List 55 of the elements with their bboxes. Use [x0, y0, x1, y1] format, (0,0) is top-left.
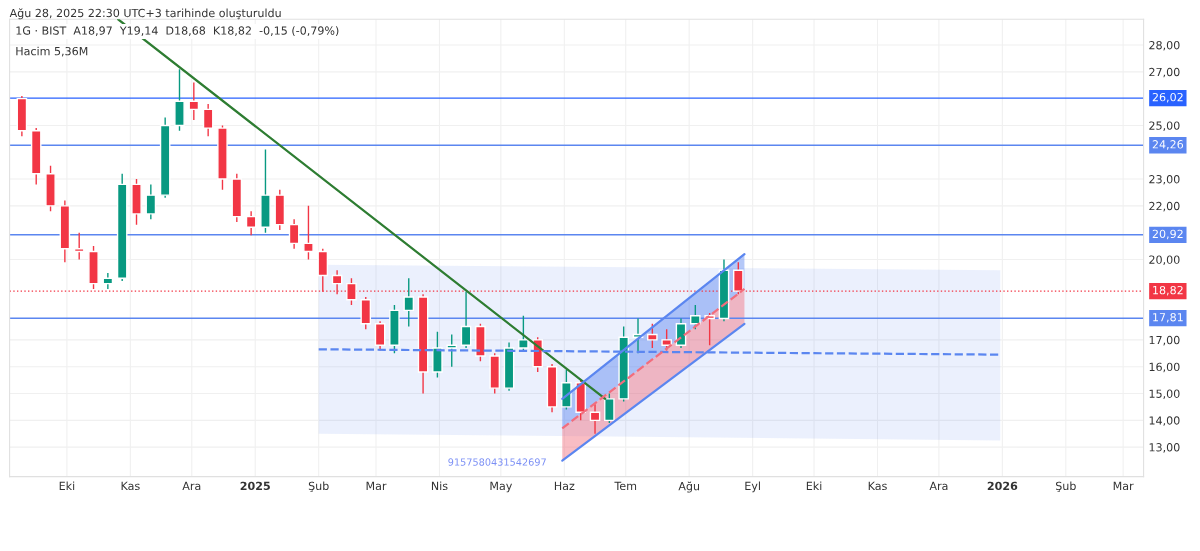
y-tick-label: 27,00: [1149, 67, 1180, 78]
candlestick: [518, 315, 529, 352]
ref-line-label: 26,02: [1152, 92, 1183, 103]
y-tick-label: 17,00: [1149, 335, 1180, 346]
candlestick: [73, 231, 85, 261]
x-tick-label: Mar: [366, 481, 387, 491]
x-tick-label: Mar: [1113, 481, 1134, 491]
candlestick: [245, 210, 257, 237]
x-tick-label: Kas: [868, 481, 887, 491]
ref-line-label: 24,26: [1152, 140, 1184, 150]
y-tick-label: 15,00: [1149, 389, 1180, 400]
y-tick-label: 20,00: [1149, 255, 1180, 265]
candlestick: [460, 290, 472, 349]
candlestick: [303, 205, 314, 261]
x-tick-label: Ara: [929, 481, 948, 491]
x-tick-label: Nis: [431, 481, 448, 491]
candlestick: [403, 277, 415, 328]
y-tick-label: 25,00: [1149, 121, 1180, 131]
x-tick-label: Tem: [614, 481, 637, 491]
x-tick-label: Şub: [1055, 481, 1076, 493]
x-tick-label: Ağu: [678, 481, 700, 493]
candlestick: [202, 103, 214, 137]
y-tick-label: 28,00: [1149, 40, 1180, 51]
ref-line-label: 18,82: [1153, 285, 1183, 296]
x-tick-label: 2025: [240, 481, 270, 491]
candlestick: [446, 333, 458, 368]
candlestick: [589, 403, 601, 435]
ref-line-label: 20,92: [1152, 229, 1183, 240]
x-tick-label: Eyl: [745, 481, 760, 493]
x-tick-label: Eki: [59, 481, 75, 490]
annotation: Ağu 28, 2025 22:30 UTC+3 tarihinde oluşturuldu: [9, 8, 281, 20]
candlestick: [647, 323, 658, 349]
candlestick: [145, 183, 157, 220]
x-tick-label: May: [490, 481, 513, 493]
x-tick-label: Ara: [182, 481, 201, 491]
candlestick: [188, 81, 200, 121]
y-tick-label: 23,00: [1149, 175, 1180, 185]
text: 1G · BIST A18,97 Y19,14 D18,68 K18,82 -0,15 (-0,79%): [16, 26, 339, 37]
y-tick-label: 13,00: [1149, 443, 1180, 453]
x-tick-label: Şub: [308, 481, 329, 493]
x-tick-label: Eki: [806, 481, 822, 490]
x-tick-label: 2026: [987, 481, 1018, 491]
candlestick: [690, 304, 701, 330]
y-tick-label: 16,00: [1149, 362, 1180, 373]
candlestick: [374, 320, 386, 352]
y-tick-label: 14,00: [1149, 416, 1180, 426]
candlestick: [288, 218, 300, 250]
annotation: Hacim 5,36M: [16, 46, 88, 57]
ref-line-label: 17,81: [1153, 313, 1183, 323]
candlestick: [604, 392, 615, 424]
candlestick: [661, 328, 672, 352]
x-tick-label: Kas: [121, 481, 140, 491]
x-tick-label: Haz: [554, 481, 575, 491]
y-tick-label: 22,00: [1149, 201, 1180, 212]
annotation: 9157580431542697: [448, 458, 546, 466]
